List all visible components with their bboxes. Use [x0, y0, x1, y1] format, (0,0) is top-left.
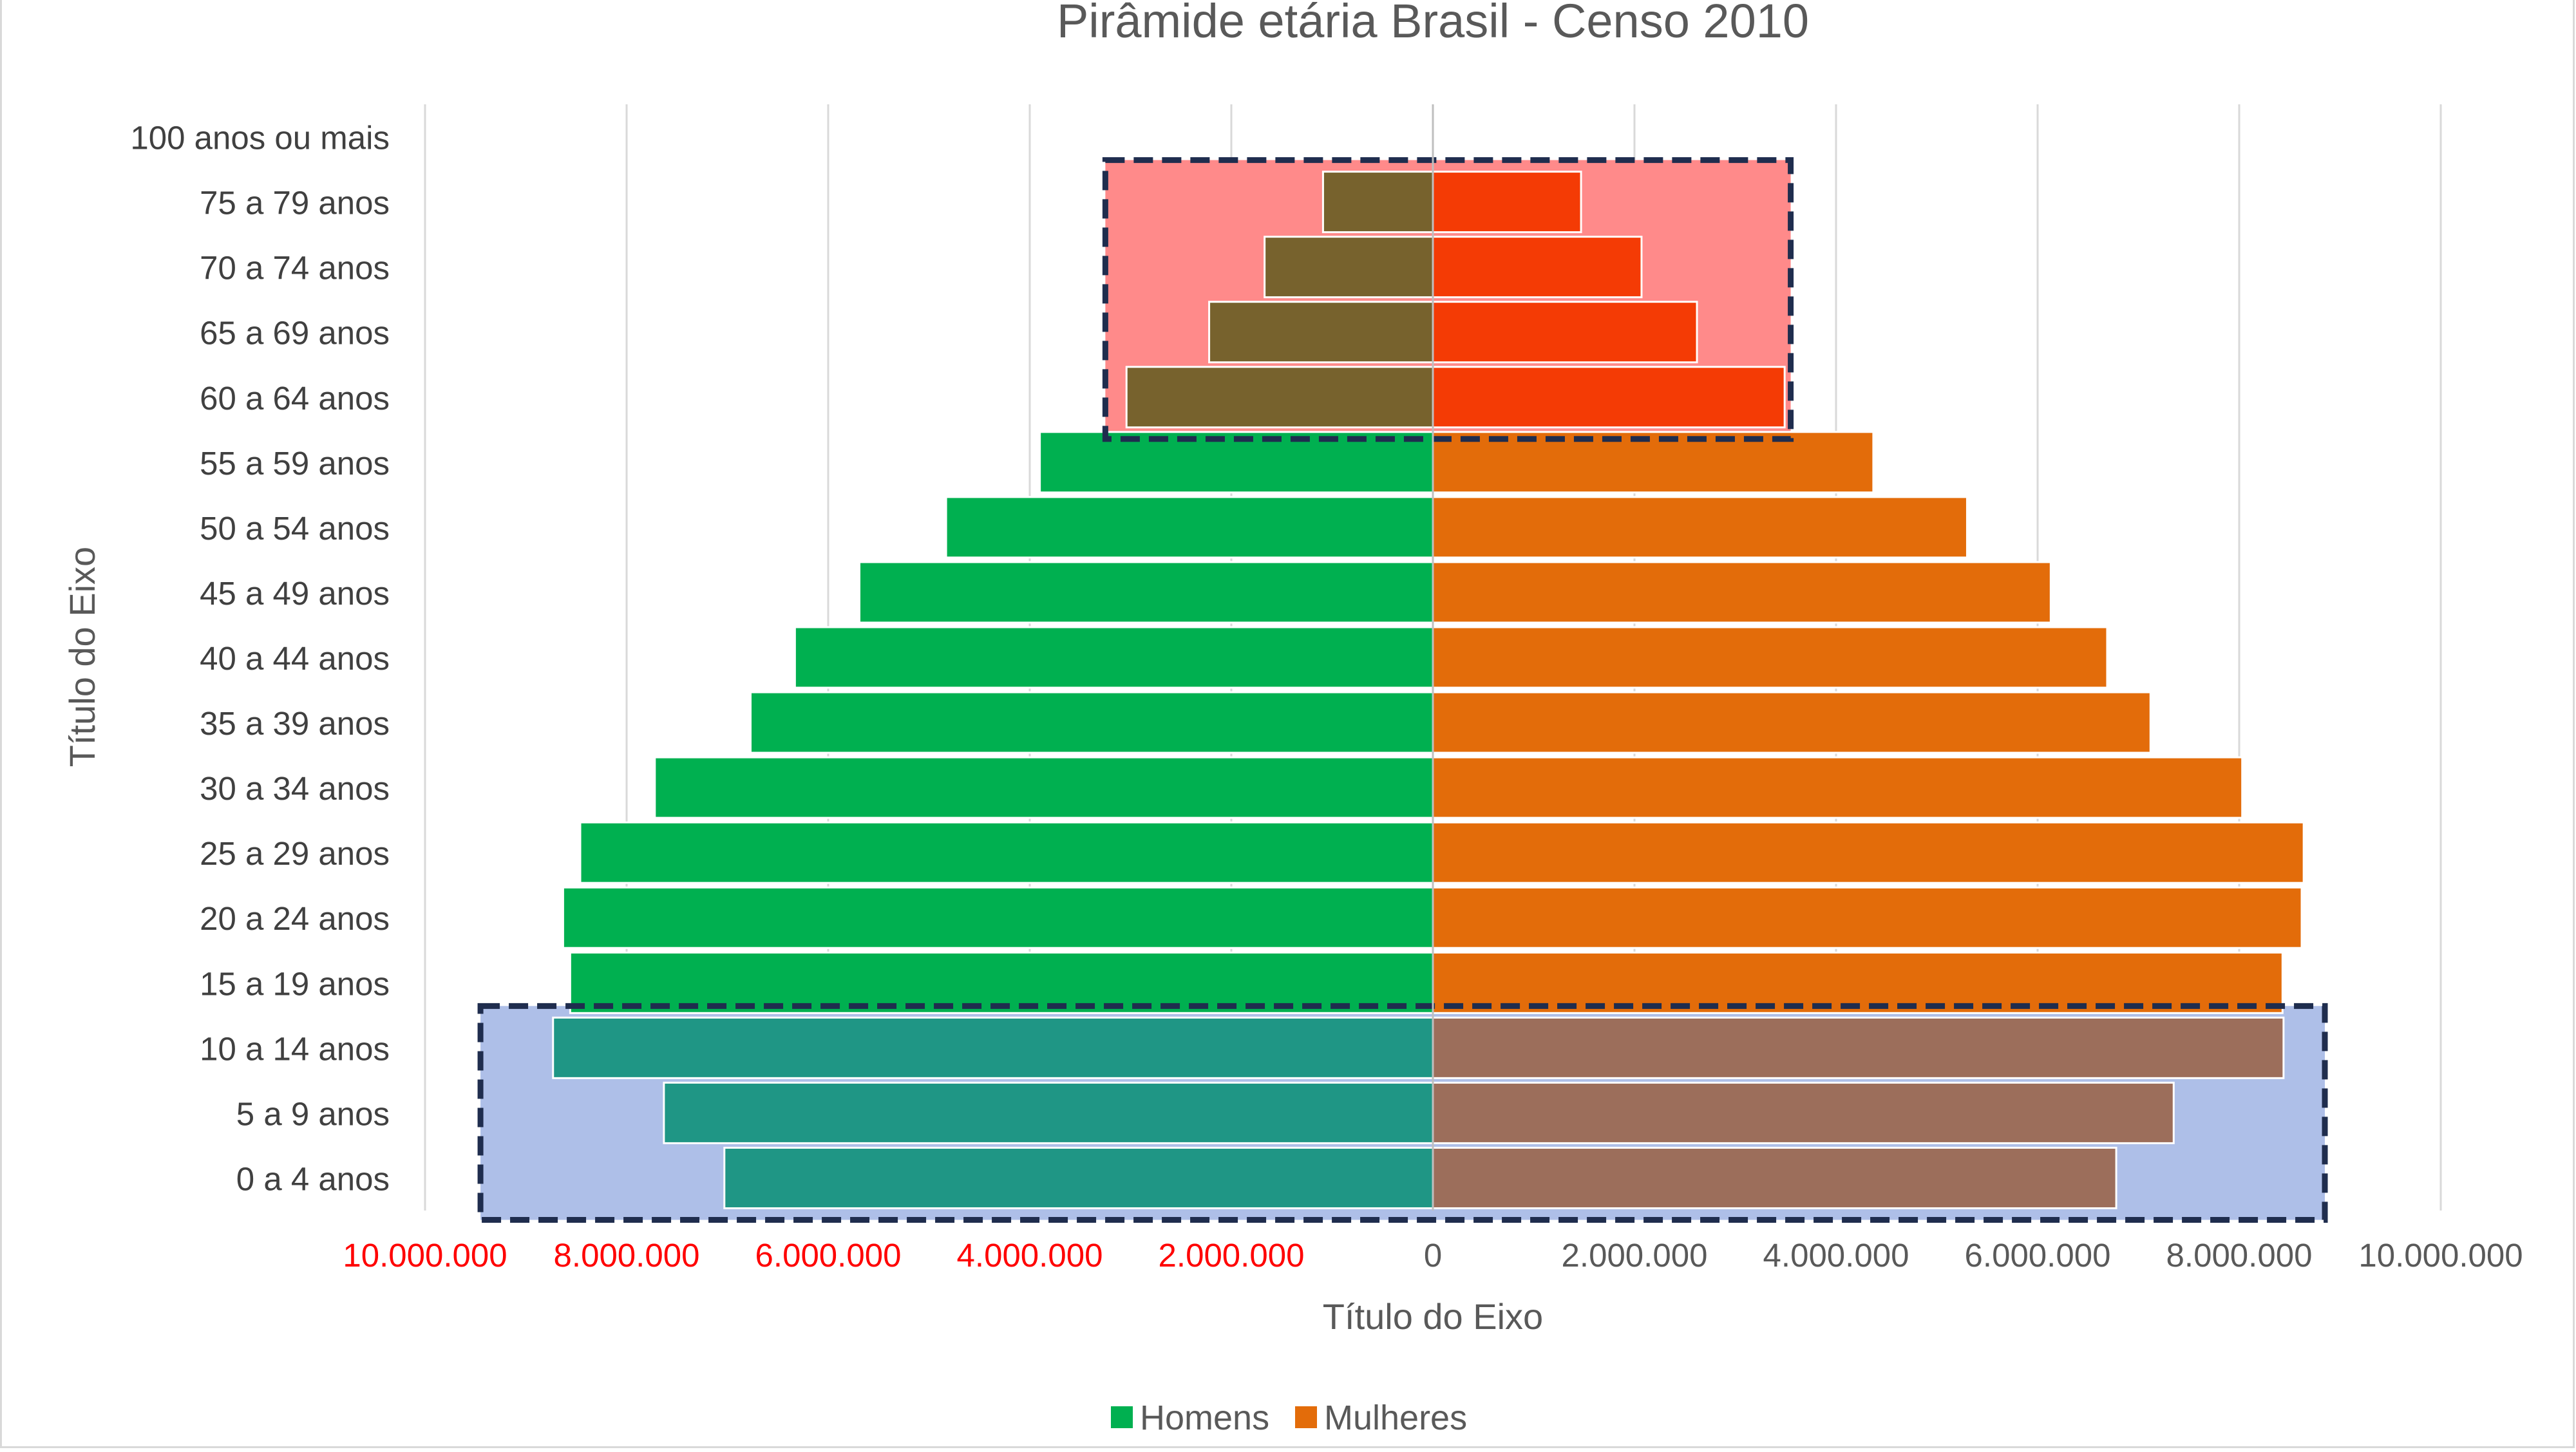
- y-category-label: 60 a 64 anos: [200, 380, 390, 417]
- x-tick-label: 10.000.000: [343, 1237, 507, 1274]
- bar-mulheres: [1432, 171, 1582, 234]
- x-tick-label: 8.000.000: [554, 1237, 700, 1274]
- y-category-label: 70 a 74 anos: [200, 250, 390, 287]
- bar-homens: [562, 886, 1434, 949]
- legend-label-homens: Homens: [1140, 1399, 1269, 1437]
- y-category-label: 35 a 39 anos: [200, 705, 390, 742]
- bar-homens: [569, 951, 1434, 1014]
- bar-mulheres: [1432, 886, 2303, 949]
- bar-homens: [723, 1146, 1434, 1209]
- bar-homens: [1208, 301, 1434, 364]
- x-tick-label: 4.000.000: [1763, 1237, 1909, 1274]
- bar-homens: [793, 626, 1434, 689]
- bar-homens: [1264, 236, 1434, 299]
- bar-homens: [654, 756, 1434, 819]
- bar-mulheres: [1432, 236, 1643, 299]
- x-tick-label: 8.000.000: [2166, 1237, 2313, 1274]
- bar-homens: [663, 1081, 1434, 1144]
- x-tick-label: 0: [1424, 1237, 1442, 1274]
- y-category-label: 0 a 4 anos: [236, 1160, 390, 1197]
- bar-homens: [1125, 366, 1434, 429]
- highlight-box-border: [1102, 157, 1794, 442]
- bar-mulheres: [1432, 821, 2305, 884]
- x-tick-label: 6.000.000: [1965, 1237, 2111, 1274]
- bar-mulheres: [1432, 1016, 2285, 1079]
- y-category-label: 5 a 9 anos: [236, 1095, 390, 1132]
- y-category-label: 40 a 44 anos: [200, 640, 390, 677]
- bar-homens: [1321, 171, 1434, 234]
- bar-mulheres: [1432, 1146, 2117, 1209]
- x-tick-label: 6.000.000: [755, 1237, 902, 1274]
- x-tick-label: 4.000.000: [957, 1237, 1103, 1274]
- x-tick-label: 2.000.000: [1562, 1237, 1708, 1274]
- y-category-label: 15 a 19 anos: [200, 965, 390, 1002]
- chart-title: Pirâmide etária Brasil - Censo 2010: [1057, 0, 1809, 48]
- bar-homens: [858, 561, 1434, 624]
- x-axis-title: Título do Eixo: [1323, 1296, 1543, 1337]
- bar-homens: [1039, 431, 1434, 494]
- y-category-label: 55 a 59 anos: [200, 445, 390, 482]
- bar-mulheres: [1432, 691, 2152, 754]
- legend-label-mulheres: Mulheres: [1324, 1399, 1467, 1437]
- y-category-label: 25 a 29 anos: [200, 835, 390, 872]
- legend-swatch-homens: [1111, 1406, 1133, 1428]
- legend-swatch-mulheres: [1295, 1406, 1317, 1428]
- y-category-label: 100 anos ou mais: [130, 120, 390, 156]
- bar-homens: [749, 691, 1434, 754]
- y-category-label: 75 a 79 anos: [200, 185, 390, 222]
- bar-mulheres: [1432, 626, 2108, 689]
- y-axis-title: Título do Eixo: [62, 547, 102, 767]
- bar-homens: [552, 1016, 1434, 1079]
- bar-homens: [945, 496, 1434, 559]
- y-category-label: 30 a 34 anos: [200, 770, 390, 807]
- bar-mulheres: [1432, 301, 1698, 364]
- y-category-label: 10 a 14 anos: [200, 1030, 390, 1067]
- bar-mulheres: [1432, 1081, 2175, 1144]
- bar-mulheres: [1432, 496, 1968, 559]
- bar-mulheres: [1432, 366, 1786, 429]
- highlight-box-border: [477, 1003, 2328, 1223]
- y-category-label: 45 a 49 anos: [200, 575, 390, 612]
- bar-mulheres: [1432, 561, 2052, 624]
- x-tick-label: 10.000.000: [2358, 1237, 2523, 1274]
- bar-homens: [579, 821, 1434, 884]
- y-category-label: 65 a 69 anos: [200, 315, 390, 352]
- x-tick-label: 2.000.000: [1159, 1237, 1305, 1274]
- y-category-label: 20 a 24 anos: [200, 900, 390, 937]
- bar-mulheres: [1432, 431, 1875, 494]
- bar-mulheres: [1432, 756, 2244, 819]
- y-category-label: 50 a 54 anos: [200, 510, 390, 547]
